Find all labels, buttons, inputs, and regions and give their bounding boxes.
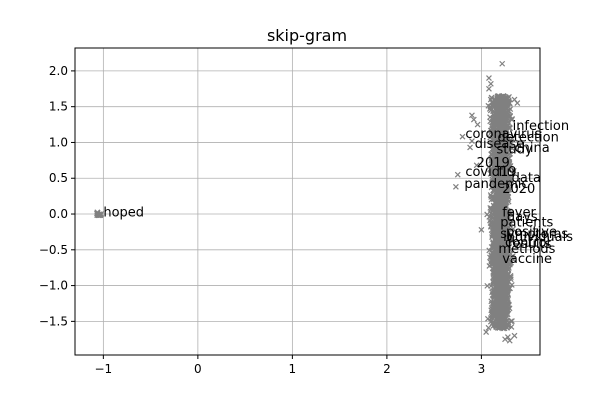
scatter-point <box>488 94 495 101</box>
scatter-point <box>511 332 518 339</box>
y-tick-label: −1.0 <box>39 279 68 293</box>
y-tick-label: −0.5 <box>39 243 68 257</box>
chart-title: skip-gram <box>267 26 347 45</box>
scatter-point <box>486 75 492 81</box>
plot-frame <box>74 47 541 356</box>
word-label-vaccine: vaccine <box>502 252 552 267</box>
scatter-point <box>486 85 492 92</box>
y-tick-label: 1.0 <box>49 135 68 149</box>
word-annotations: infectioncoronavirusdetectiondiseasechin… <box>103 119 573 267</box>
scatter-point <box>459 133 466 140</box>
scatter-point <box>514 100 521 107</box>
scatter-point <box>510 226 517 232</box>
scatter-point <box>486 247 493 254</box>
scatter-point <box>452 183 459 190</box>
x-tick-label: 3 <box>478 362 486 376</box>
scatter-point <box>487 80 494 87</box>
y-tick-label: 0.0 <box>49 207 68 221</box>
x-tick-label: 0 <box>194 362 202 376</box>
y-tick-label: 0.5 <box>49 171 68 185</box>
scatter-point <box>490 269 497 275</box>
y-tick-label: 1.5 <box>49 100 68 114</box>
y-tick-label: 2.0 <box>49 64 68 78</box>
scatter-points <box>94 60 521 344</box>
scatter-point <box>490 292 497 299</box>
scatter-point <box>484 211 491 218</box>
y-tick-label: −1.5 <box>39 314 68 328</box>
y-axis: −1.5 −1.0 −0.5 0.0 0.5 1.0 1.5 2.0 <box>39 64 75 328</box>
x-axis: −1 0 1 2 3 <box>95 355 486 376</box>
scatter-point <box>454 171 461 178</box>
word-label-hoped: hoped <box>103 206 144 221</box>
scatter-point <box>467 144 473 151</box>
x-tick-label: −1 <box>95 362 113 376</box>
scatter-point <box>487 107 494 114</box>
scatter-point <box>499 60 506 67</box>
grid-lines <box>75 48 540 355</box>
word-label-2020: 2020 <box>502 182 535 197</box>
x-tick-label: 2 <box>383 362 391 376</box>
x-tick-label: 1 <box>289 362 297 376</box>
